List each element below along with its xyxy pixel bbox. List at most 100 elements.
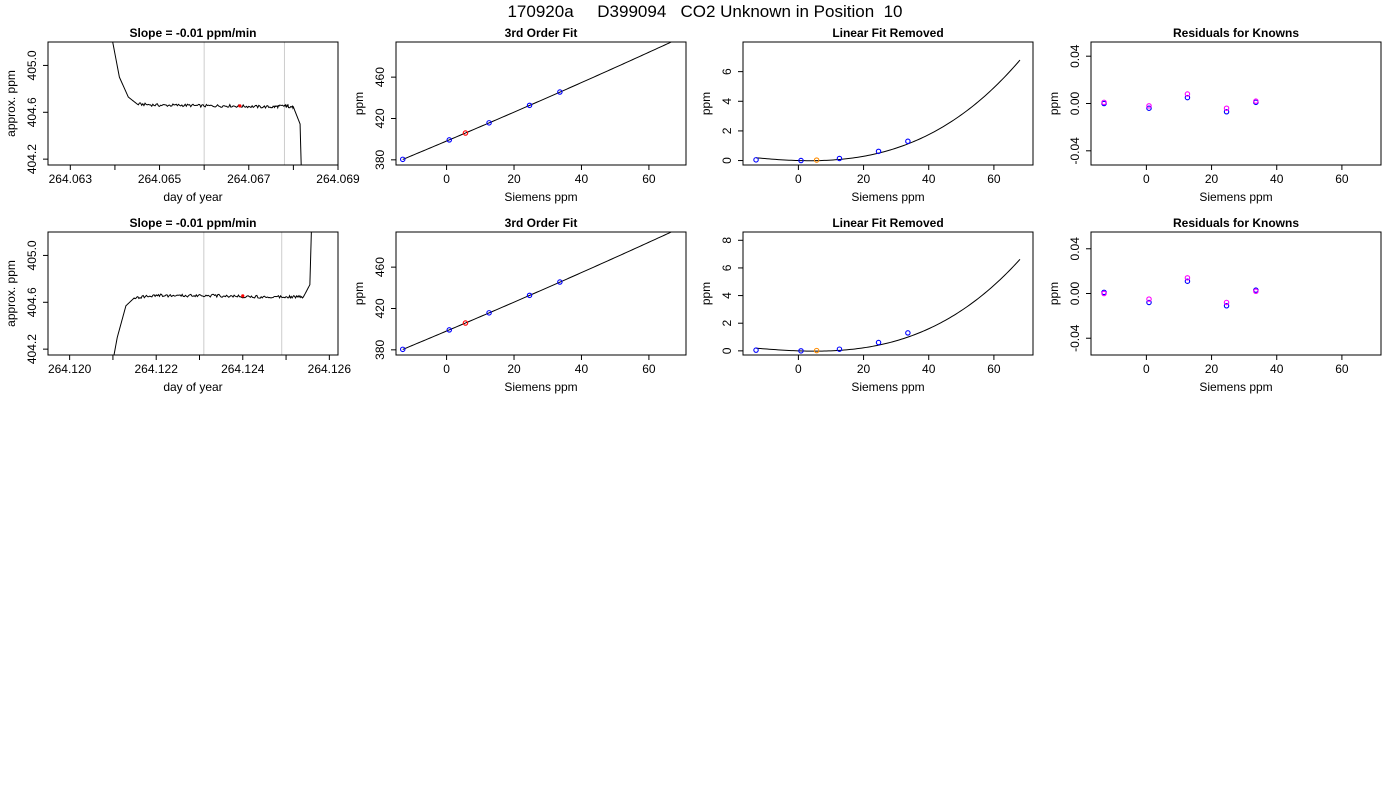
chart-title: Residuals for Knowns	[1173, 216, 1299, 230]
x-tick-label: 264.067	[227, 172, 271, 186]
y-tick-label: 460	[373, 257, 387, 277]
x-tick-label: 0	[443, 362, 450, 376]
plot-area	[753, 59, 1021, 164]
data-point	[1184, 91, 1191, 97]
x-tick-label: 264.122	[135, 362, 179, 376]
data-point	[1184, 278, 1191, 284]
y-tick-label: 0.04	[1068, 44, 1082, 68]
data-point	[446, 137, 453, 143]
data-point	[462, 320, 469, 326]
x-axis-label: day of year	[163, 190, 222, 204]
data-point	[1146, 299, 1152, 306]
data-point	[526, 102, 533, 109]
chart-panel-1-2: Linear Fit Removed Siemens ppm ppm 0 20 40 60 0…	[699, 216, 1034, 394]
y-tick-label: -0.04	[1068, 324, 1082, 352]
chart-panel-1-1: 3rd Order Fit Siemens ppm ppm 0 20 40 60 380 420…	[352, 216, 687, 394]
plot-area	[399, 232, 673, 353]
x-tick-label: 60	[1335, 172, 1349, 186]
data-point	[399, 346, 406, 353]
x-axis-label: Siemens ppm	[504, 380, 577, 394]
chart-panel-0-1: 3rd Order Fit Siemens ppm ppm 0 20 40 60 380 420…	[352, 26, 687, 204]
data-point	[875, 339, 882, 346]
y-axis-label: ppm	[699, 92, 713, 115]
x-tick-label: 20	[1205, 362, 1219, 376]
y-axis-label: approx. ppm	[4, 70, 18, 137]
x-tick-label: 0	[443, 172, 450, 186]
data-point	[905, 138, 911, 145]
plot-area	[1101, 91, 1259, 115]
x-tick-label: 264.124	[221, 362, 265, 376]
chart-title: 3rd Order Fit	[505, 216, 578, 230]
chart-title: Linear Fit Removed	[832, 216, 943, 230]
sample-marker-point	[238, 104, 242, 108]
chart-title: 3rd Order Fit	[505, 26, 578, 40]
chart-title: Slope = -0.01 ppm/min	[129, 26, 256, 40]
fit-curve-line	[755, 258, 1021, 352]
data-point	[813, 347, 820, 354]
data-point	[486, 120, 492, 126]
data-point	[905, 330, 911, 336]
x-tick-label: 264.065	[138, 172, 182, 186]
data-point	[462, 130, 469, 136]
data-point	[1101, 290, 1107, 297]
data-point	[446, 327, 453, 333]
data-point	[836, 155, 843, 162]
chart-title: Residuals for Knowns	[1173, 26, 1299, 40]
y-tick-label: 0.00	[1068, 91, 1082, 115]
y-axis-label: ppm	[1047, 92, 1061, 115]
data-point	[1146, 105, 1152, 111]
data-point	[836, 346, 843, 352]
data-point	[486, 310, 492, 316]
fit-curve-line	[755, 59, 1021, 162]
y-tick-label: 404.2	[25, 334, 39, 364]
y-tick-label: 405.0	[25, 240, 39, 270]
y-axis-label: ppm	[699, 282, 713, 305]
y-tick-label: 0.00	[1068, 281, 1082, 305]
chart-panel-0-0: Slope = -0.01 ppm/min day of year approx. …	[4, 26, 360, 204]
y-tick-label: 4	[720, 292, 734, 299]
data-point	[557, 89, 563, 95]
data-trace-line	[112, 42, 302, 165]
plot-frame	[395, 41, 687, 166]
data-point	[1253, 288, 1259, 295]
plot-area	[399, 42, 673, 163]
data-point	[813, 157, 820, 163]
y-axis-label: approx. ppm	[4, 260, 18, 327]
x-tick-label: 60	[642, 172, 656, 186]
data-point	[1223, 105, 1230, 111]
x-tick-label: 264.069	[316, 172, 360, 186]
y-tick-label: -0.04	[1068, 137, 1082, 165]
x-tick-label: 20	[507, 172, 521, 186]
y-tick-label: 6	[720, 264, 734, 271]
y-axis-label: ppm	[352, 92, 366, 115]
y-axis-label: ppm	[352, 282, 366, 305]
plot-frame	[47, 41, 339, 166]
plot-area	[113, 232, 312, 355]
x-tick-label: 264.126	[308, 362, 352, 376]
data-point	[526, 292, 533, 299]
x-tick-label: 40	[1270, 172, 1284, 186]
y-axis-label: ppm	[1047, 282, 1061, 305]
y-tick-label: 460	[373, 67, 387, 87]
data-point	[1146, 103, 1152, 109]
x-tick-label: 40	[575, 362, 589, 376]
data-point	[798, 348, 804, 354]
data-point	[1101, 99, 1107, 106]
data-trace-line	[113, 232, 312, 355]
x-tick-label: 60	[642, 362, 656, 376]
data-point	[1184, 94, 1191, 101]
plot-area	[753, 258, 1021, 354]
plot-area	[112, 42, 302, 165]
plot-frame	[742, 231, 1034, 356]
y-tick-label: 420	[373, 298, 387, 318]
x-axis-label: day of year	[163, 380, 222, 394]
x-axis-label: Siemens ppm	[1199, 380, 1272, 394]
x-tick-label: 60	[987, 362, 1001, 376]
data-point	[1223, 109, 1230, 115]
x-axis-label: Siemens ppm	[851, 380, 924, 394]
plot-frame	[1090, 231, 1382, 356]
x-tick-label: 0	[1143, 172, 1150, 186]
data-point	[753, 157, 759, 163]
chart-panel-0-2: Linear Fit Removed Siemens ppm ppm 0 20 40 60 0…	[699, 26, 1034, 204]
